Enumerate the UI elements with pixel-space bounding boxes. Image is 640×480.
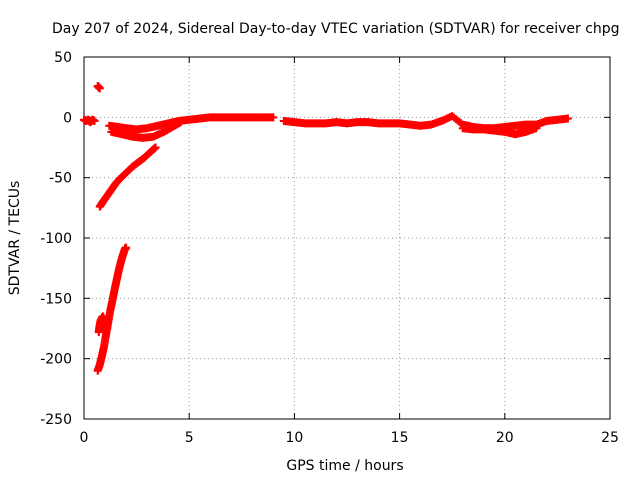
series-cluster: [94, 312, 112, 337]
x-tick-label: 25: [601, 430, 619, 446]
series-steep-decline: [95, 143, 160, 211]
data-point: [122, 243, 131, 252]
series-outlier: [93, 81, 104, 93]
data-point: [176, 118, 185, 127]
x-tick-label: 5: [185, 430, 194, 446]
series-tail-lower: [458, 124, 541, 139]
y-tick-labels: -250 -200 -150 -100 -50 0 50: [40, 50, 72, 428]
chart-title: Day 207 of 2024, Sidereal Day-to-day VTE…: [52, 21, 620, 37]
x-tick-label: 15: [391, 430, 409, 446]
x-tick-label: 0: [80, 430, 89, 446]
y-tick-label: -200: [40, 352, 72, 368]
data-point: [90, 116, 99, 125]
grid: [84, 57, 610, 419]
axis-ticks: [83, 56, 611, 420]
y-tick-label: 50: [54, 50, 72, 66]
data-point: [103, 324, 112, 333]
y-tick-label: -250: [40, 412, 72, 428]
x-tick-labels: 0 5 10 15 20 25: [80, 430, 619, 446]
plot-frame: [83, 56, 611, 420]
data-points: [80, 81, 572, 375]
y-tick-label: -50: [49, 171, 72, 187]
x-axis-label: GPS time / hours: [286, 458, 403, 474]
y-tick-label: -100: [40, 231, 72, 247]
series-lower-arc: [107, 118, 185, 142]
y-tick-label: -150: [40, 291, 72, 307]
data-point: [269, 113, 278, 122]
series-early-zero: [80, 115, 99, 127]
y-axis-label: SDTVAR / TECUs: [7, 181, 23, 296]
y-tick-label: 0: [63, 110, 72, 126]
x-tick-label: 10: [285, 430, 303, 446]
series-steep-rise: [93, 243, 131, 375]
data-point: [95, 84, 104, 93]
series-upper-arc: [105, 113, 278, 134]
data-point: [563, 114, 572, 123]
data-point: [151, 143, 160, 152]
x-tick-label: 20: [496, 430, 514, 446]
data-point: [532, 124, 541, 133]
